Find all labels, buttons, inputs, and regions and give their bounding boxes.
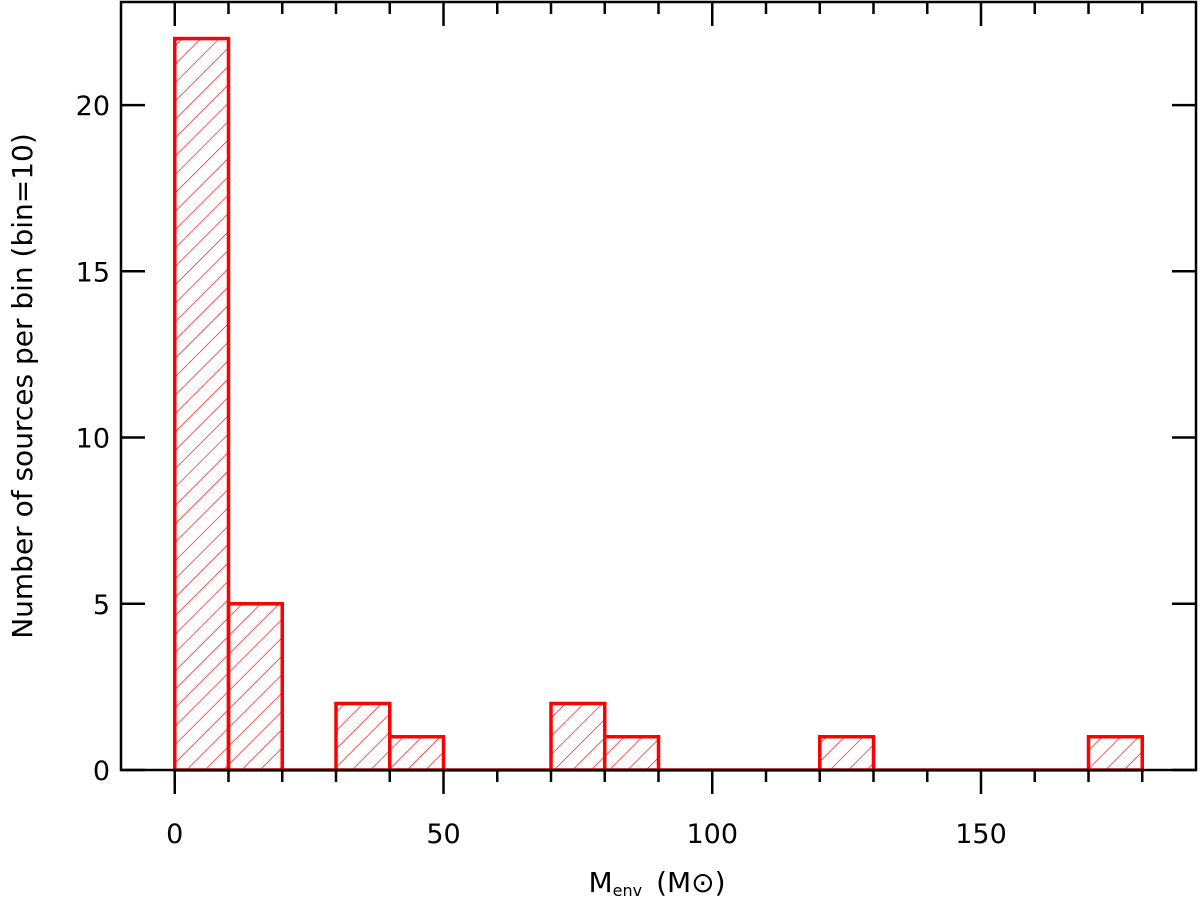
axis-ticks: [121, 2, 1196, 794]
y-axis-title: Number of sources per bin (bin=10): [6, 133, 39, 639]
y-tick-label: 15: [76, 257, 110, 288]
x-tick-label: 50: [426, 819, 460, 850]
y-tick-labels: 0 5 10 15 20: [76, 91, 110, 787]
y-tick-label: 10: [76, 424, 110, 455]
histogram-bar-40-50: [388, 735, 446, 772]
histogram-bar-0-10: [173, 36, 231, 772]
x-axis-title: Menv (M⊙): [588, 866, 725, 899]
y-tick-label: 5: [93, 590, 110, 621]
x-tick-label: 100: [686, 819, 738, 850]
histogram-bar-30-40: [334, 701, 392, 772]
histogram-bar-80-90: [603, 735, 661, 772]
histogram-bar-120-130: [818, 735, 876, 772]
y-tick-label: 0: [93, 756, 110, 787]
histogram-bars: [173, 36, 1144, 772]
histogram-bar-70-80: [549, 701, 607, 772]
x-tick-label: 150: [955, 819, 1007, 850]
histogram-bar-170-180: [1086, 735, 1144, 772]
y-tick-label: 20: [76, 91, 110, 122]
x-tick-label: 0: [166, 819, 183, 850]
x-tick-labels: 0 50 100 150: [166, 819, 1007, 850]
histogram-bar-10-20: [226, 602, 284, 772]
